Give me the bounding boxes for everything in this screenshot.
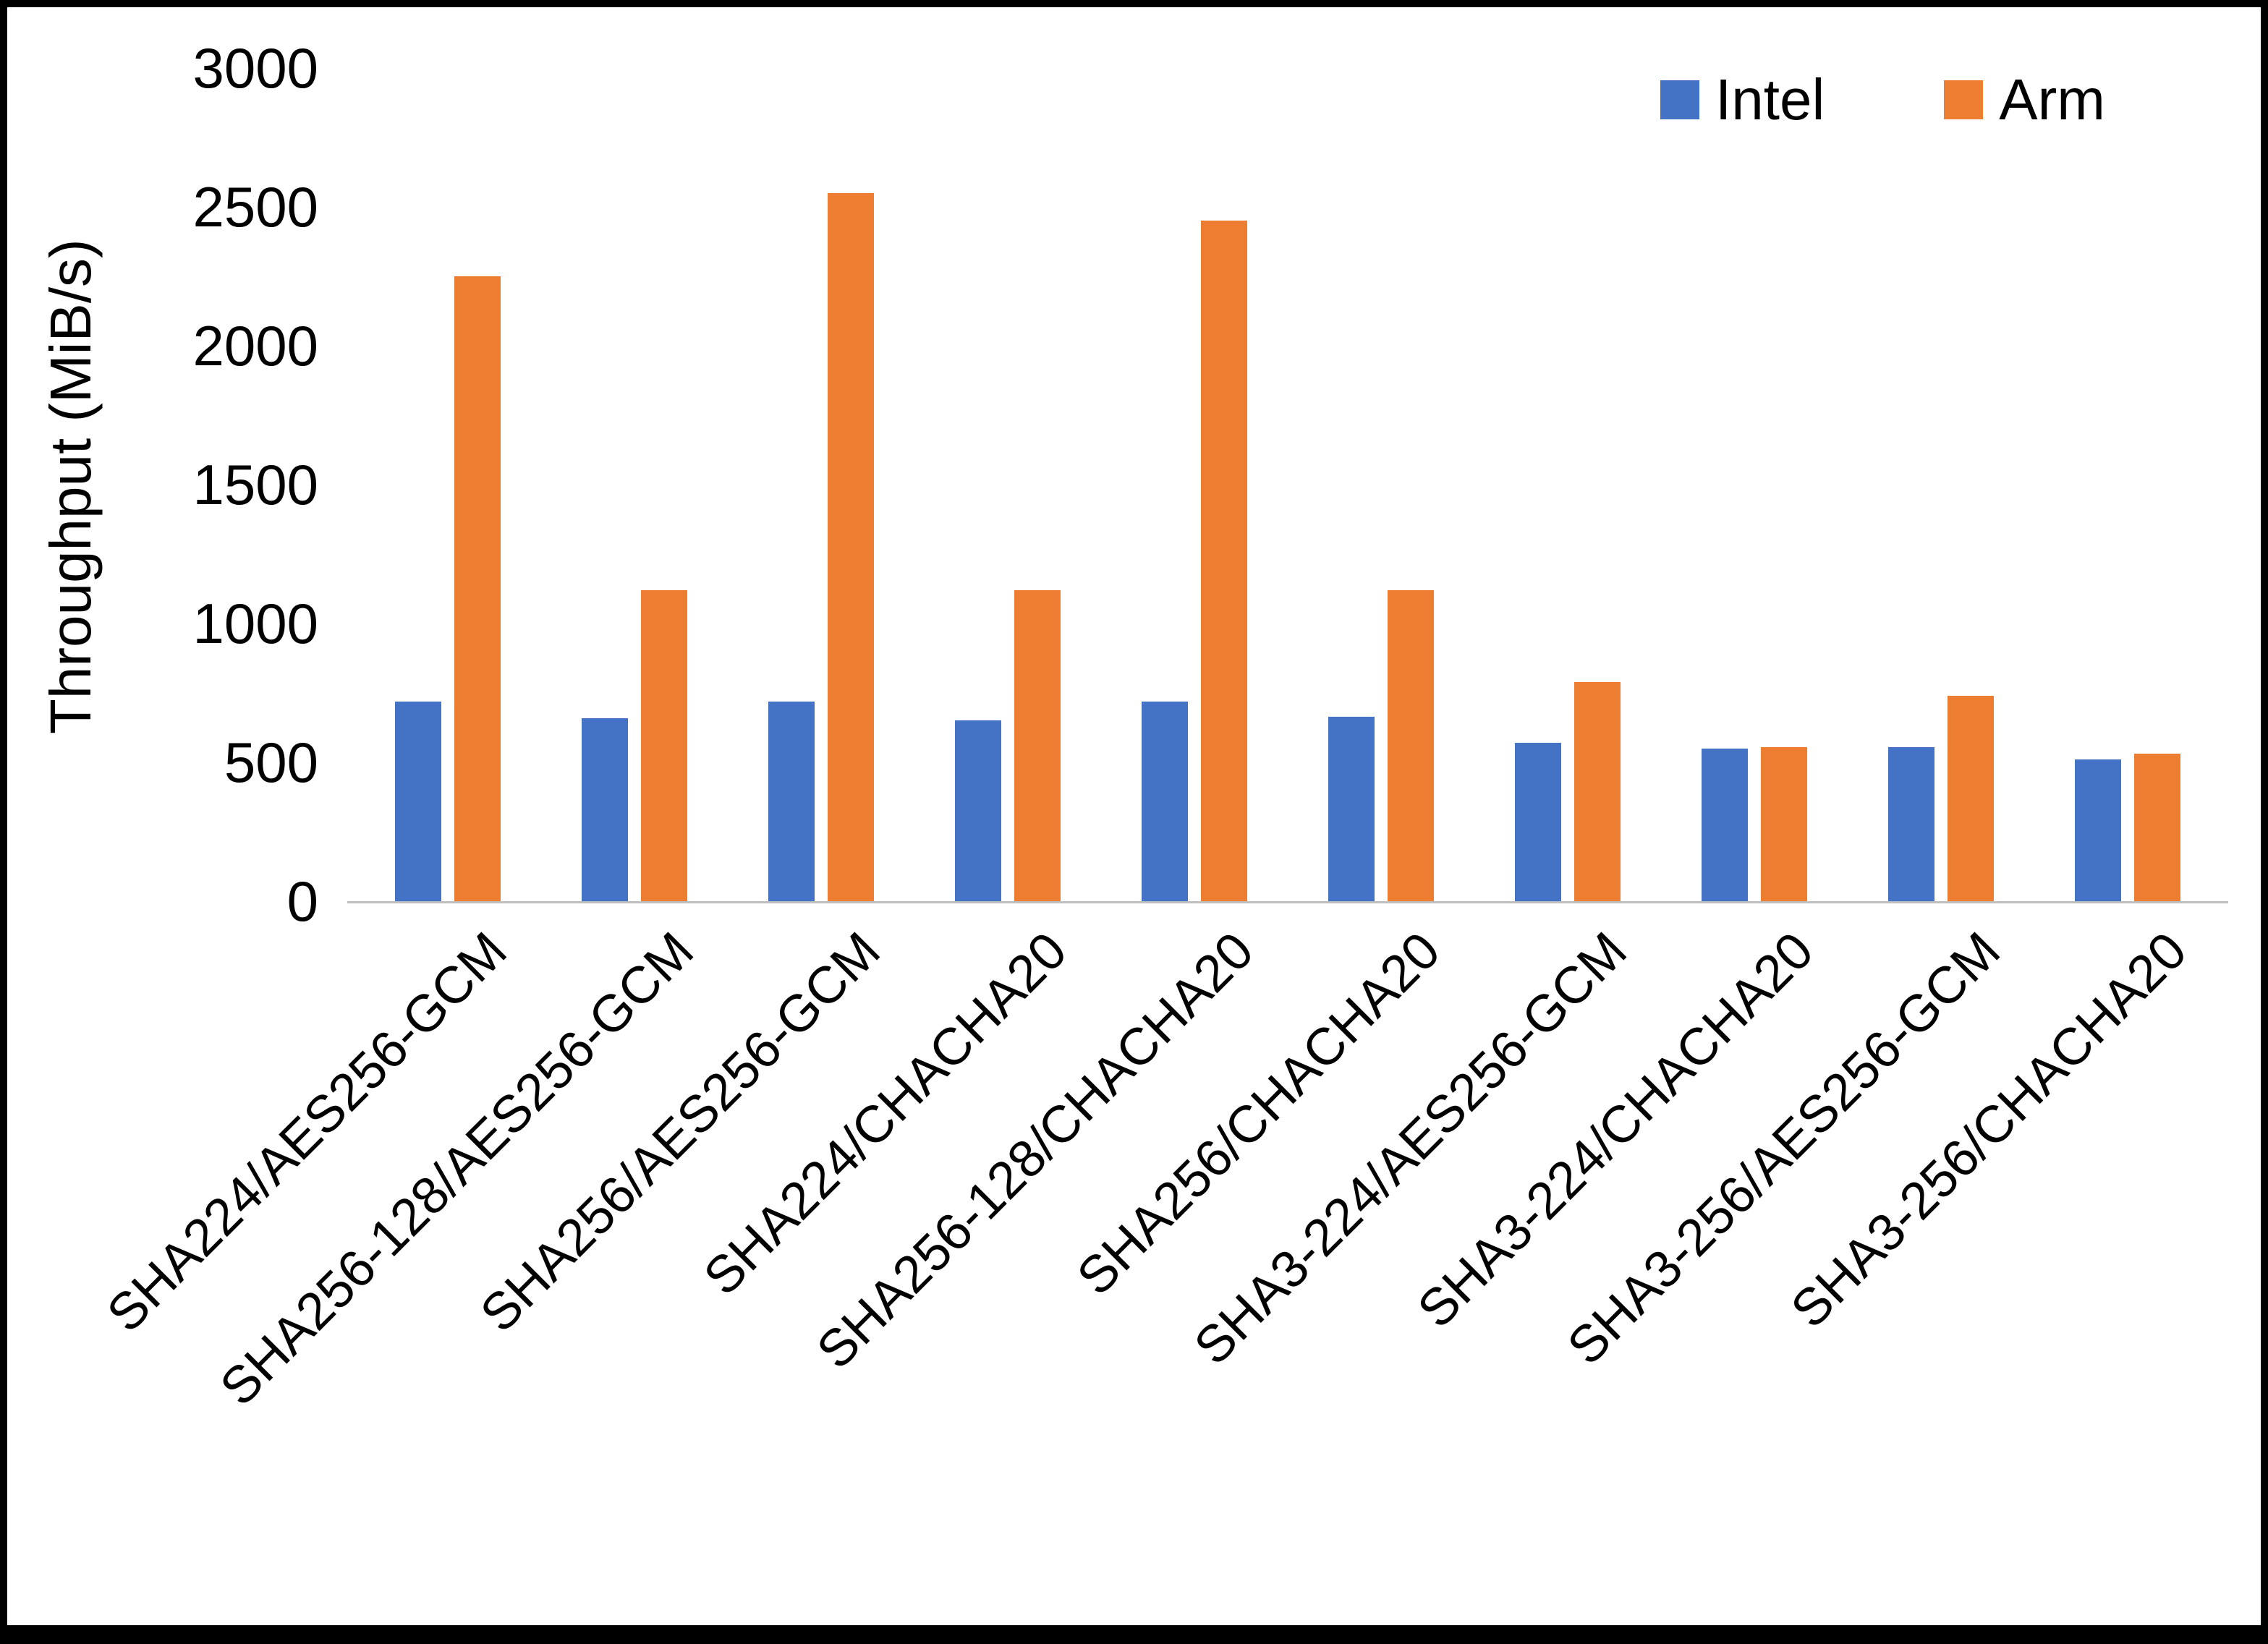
bar-intel (1328, 716, 1375, 901)
bar-intel (768, 701, 815, 901)
legend-item-intel: Intel (1660, 71, 1825, 129)
x-axis-label: SHA224/CHACHA20 (692, 921, 1078, 1306)
bar-intel (2075, 759, 2121, 901)
x-axis-label: SHA256/CHACHA20 (1066, 921, 1451, 1306)
bar-arm (454, 276, 501, 901)
bar-arm (1014, 589, 1061, 901)
y-axis-tick-label: 500 (224, 731, 318, 794)
y-axis-tick-label: 0 (286, 869, 318, 933)
bar-intel (1702, 748, 1748, 901)
bar-arm (1574, 681, 1621, 901)
bar-intel (1888, 746, 1934, 901)
bar-intel (955, 720, 1001, 901)
y-axis-tick-label: 2000 (192, 314, 318, 378)
bar-intel (395, 701, 441, 901)
bar-arm (828, 192, 874, 901)
bar-intel (582, 717, 628, 901)
legend-swatch-icon (1660, 80, 1699, 119)
legend-label: Intel (1715, 67, 1825, 132)
y-axis-tick-label: 1000 (192, 592, 318, 655)
y-axis-tick-label: 1500 (192, 453, 318, 516)
y-axis-tick-label: 3000 (192, 36, 318, 100)
bar-arm (1948, 695, 1994, 901)
legend-swatch-icon (1944, 80, 1984, 119)
bar-arm (1388, 589, 1434, 901)
bar-intel (1515, 743, 1561, 901)
legend: Intel Arm (1660, 71, 2105, 129)
y-axis-title: Throughput (MiB/s) (38, 239, 103, 734)
bar-arm (2134, 754, 2180, 901)
bar-intel (1142, 701, 1188, 901)
legend-item-arm: Arm (1944, 71, 2105, 129)
y-axis-tick-label: 2500 (192, 175, 318, 239)
legend-label: Arm (1999, 67, 2105, 132)
x-axis-line (347, 901, 2228, 903)
bar-arm (1761, 746, 1807, 901)
bar-arm (1201, 221, 1247, 901)
bar-arm (641, 589, 687, 901)
